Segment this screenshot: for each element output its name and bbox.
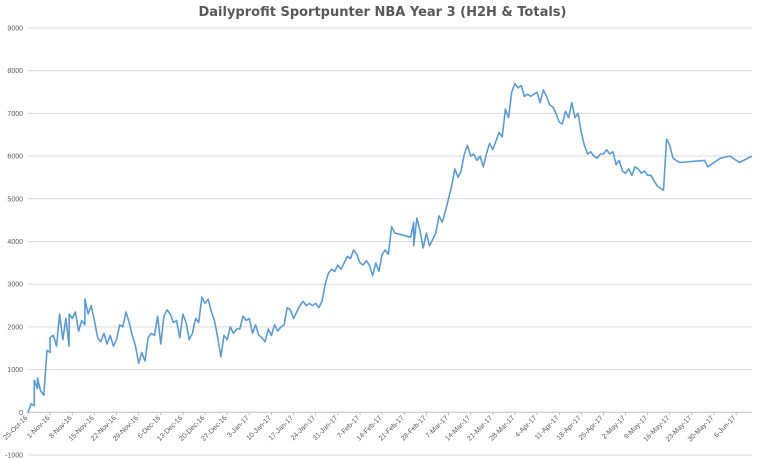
y-tick-label: 5000 <box>7 196 23 203</box>
y-tick-label: 3000 <box>7 282 23 289</box>
y-axis-tick-labels: -1000 0 1000 2000 3000 4000 5000 6000 7000 8000 90… <box>5 26 23 460</box>
y-tick-label: 7000 <box>7 111 23 118</box>
x-axis-tick-labels: 25-Oct-161-Nov-168-Nov-1615-Nov-1622-Nov… <box>2 415 737 444</box>
y-tick-label: 1000 <box>7 367 23 374</box>
x-tick-label: 6-Jun-17 <box>713 415 738 440</box>
gridlines <box>28 27 752 456</box>
y-tick-label: 9000 <box>7 26 23 33</box>
series-line-layer <box>27 82 753 413</box>
y-tick-label: -1000 <box>5 453 23 460</box>
y-tick-label: 6000 <box>7 154 23 161</box>
y-tick-label: 0 <box>19 410 23 417</box>
axes <box>27 412 737 416</box>
y-tick-label: 2000 <box>7 324 23 331</box>
y-tick-label: 4000 <box>7 239 23 246</box>
chart-title: Dailyprofit Sportpunter NBA Year 3 (H2H … <box>198 5 567 20</box>
series-line <box>27 82 753 413</box>
x-tick-label: 25-Apr-17 <box>578 415 605 442</box>
y-tick-label: 8000 <box>7 68 23 75</box>
x-tick-label: 25-Oct-16 <box>2 415 29 442</box>
x-tick-label: 1-Nov-16 <box>26 415 51 440</box>
